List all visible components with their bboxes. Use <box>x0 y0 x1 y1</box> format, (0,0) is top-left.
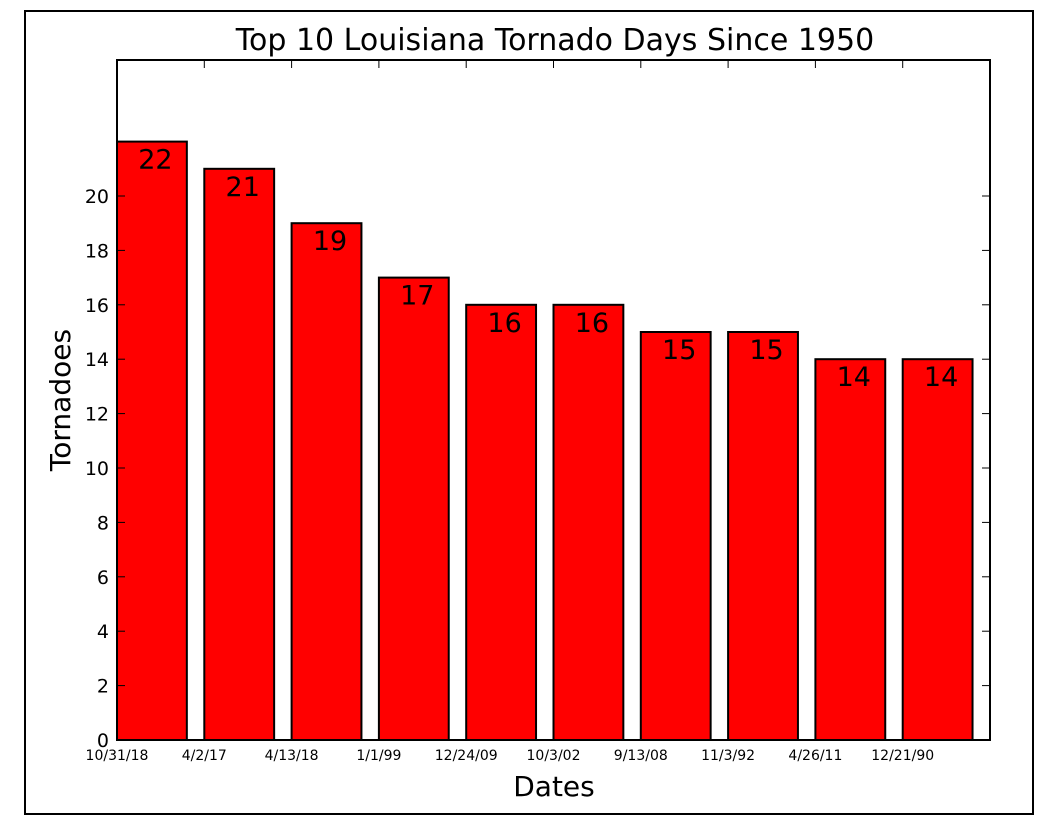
x-tick-label: 9/13/08 <box>614 748 668 764</box>
bar-10 <box>901 358 974 741</box>
bar-value-label: 17 <box>400 281 434 312</box>
y-tick-label: 14 <box>85 349 109 371</box>
bar-6 <box>552 303 625 741</box>
y-tick-label: 2 <box>97 676 109 698</box>
bar-1 <box>116 140 188 742</box>
bar-value-label: 14 <box>924 362 958 393</box>
x-axis-ticks: 10/31/18 4/2/17 4/13/18 1/1/99 12/24/09 10/3/… <box>86 60 934 764</box>
x-tick-label: 10/3/02 <box>527 748 581 764</box>
x-tick-label: 1/1/99 <box>356 748 401 764</box>
x-tick-label: 4/2/17 <box>182 748 227 764</box>
bar-value-label: 21 <box>226 172 260 203</box>
bar-8 <box>727 331 799 741</box>
y-tick-label: 4 <box>97 621 109 643</box>
y-axis-label: Tornadoes <box>44 329 77 472</box>
y-axis-ticks: 0 2 4 6 8 10 12 14 16 18 20 <box>85 186 990 752</box>
data-labels-layer: 22 21 19 17 16 16 15 15 14 14 <box>138 145 958 394</box>
x-axis-label: Dates <box>513 770 595 803</box>
plot-area <box>116 59 991 741</box>
bar-4 <box>377 276 450 741</box>
x-tick-label: 10/31/18 <box>86 748 149 764</box>
x-tick-label: 12/21/90 <box>871 748 934 764</box>
bar-2 <box>203 167 276 742</box>
x-tick-label: 12/24/09 <box>435 748 498 764</box>
y-tick-label: 18 <box>85 240 109 262</box>
bar-value-label: 16 <box>575 308 609 339</box>
bar-value-label: 14 <box>837 362 871 393</box>
bar-value-label: 22 <box>138 145 172 176</box>
bar-5 <box>465 303 538 741</box>
x-tick-label: 11/3/92 <box>701 748 755 764</box>
y-tick-label: 12 <box>85 404 109 426</box>
y-tick-label: 10 <box>85 458 109 480</box>
chart-title: Top 10 Louisiana Tornado Days Since 1950 <box>235 23 874 58</box>
x-tick-label: 4/13/18 <box>265 748 319 764</box>
bar-value-label: 16 <box>487 308 521 339</box>
bar-9 <box>814 358 887 741</box>
y-tick-label: 8 <box>97 512 109 534</box>
y-tick-label: 6 <box>97 567 109 589</box>
y-tick-label: 0 <box>97 730 109 752</box>
y-tick-label: 16 <box>85 295 109 317</box>
bar-3 <box>290 222 363 741</box>
x-tick-label: 4/26/11 <box>788 748 842 764</box>
y-tick-label: 20 <box>85 186 109 208</box>
bars-layer <box>116 140 974 742</box>
bar-value-label: 15 <box>749 335 783 366</box>
bar-value-label: 19 <box>313 226 347 257</box>
bar-7 <box>639 331 712 741</box>
bar-value-label: 15 <box>662 335 696 366</box>
